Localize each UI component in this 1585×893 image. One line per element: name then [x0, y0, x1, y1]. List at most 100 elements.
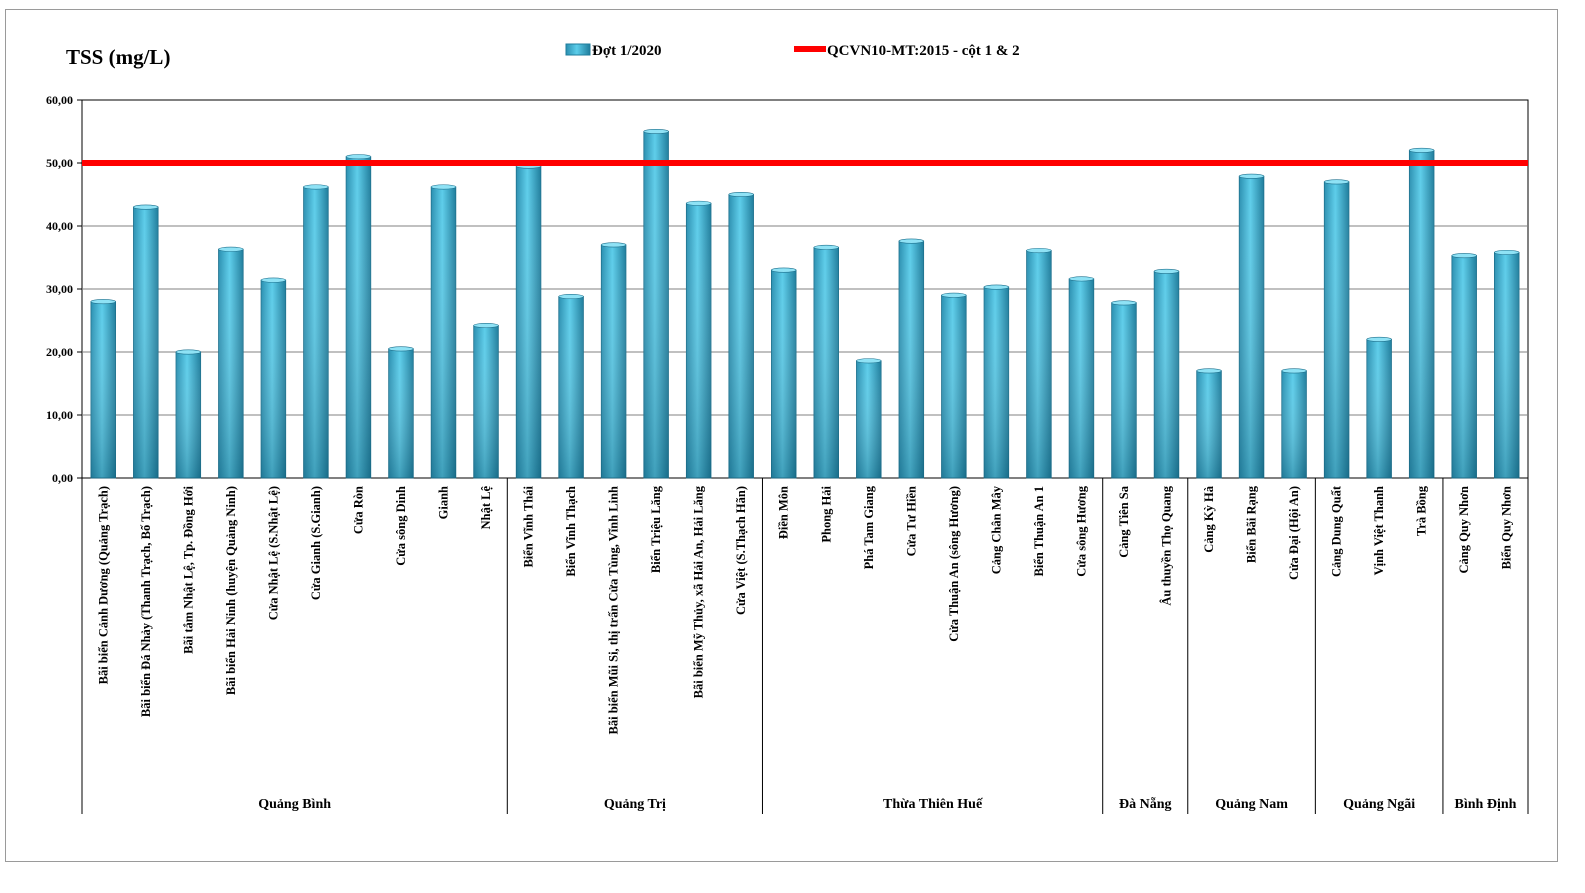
- group-label: Bình Định: [1455, 797, 1517, 812]
- bar: [1111, 300, 1137, 479]
- bar: [1281, 368, 1307, 479]
- legend-label-bar: Đợt 1/2020: [592, 43, 662, 59]
- bar-shade: [261, 280, 286, 478]
- bar: [1366, 336, 1392, 479]
- bar-shade: [941, 295, 967, 478]
- x-tick-label: Cửa Đại (Hội An): [1287, 486, 1301, 580]
- x-tick-label: Gianh: [437, 486, 451, 519]
- bar-shade: [558, 296, 584, 478]
- group-label: Quảng Trị: [604, 797, 666, 812]
- y-tick-label: 50,00: [46, 156, 73, 170]
- y-tick-label: 10,00: [46, 408, 73, 422]
- bar: [90, 299, 116, 479]
- bar-cap: [1281, 368, 1307, 374]
- x-tick-label: Bãi biển Cảnh Dương (Quảng Trạch): [96, 486, 110, 684]
- x-tick-label: Bãi biển Hải Ninh (huyện Quảng Ninh): [224, 486, 238, 695]
- bar-cap: [1153, 268, 1180, 274]
- x-tick-label: Nhật Lệ: [479, 486, 493, 530]
- bar: [218, 246, 244, 479]
- x-tick-label: Trà Bồng: [1415, 485, 1429, 536]
- group-label: Quảng Nam: [1215, 797, 1288, 812]
- x-tick-label: Cảng Tiên Sa: [1117, 485, 1131, 558]
- bar-shade: [856, 360, 882, 478]
- x-tick-label: Biển Vĩnh Thái: [522, 485, 536, 567]
- bar: [983, 284, 1010, 479]
- bar-shade: [1111, 302, 1137, 478]
- x-tick-label: Điền Môn: [777, 486, 791, 539]
- bar-shade: [984, 287, 1009, 478]
- bar-cap: [1026, 248, 1052, 254]
- x-tick-label: Âu thuyền Thọ Quang: [1160, 485, 1174, 605]
- bar: [941, 292, 967, 479]
- y-axis: 0,00 10,00 20,00 30,00 40,00 50,00 60,00: [46, 93, 82, 485]
- bar-shade: [898, 241, 924, 478]
- bar-shade: [686, 203, 712, 478]
- bar: [515, 163, 542, 479]
- bar: [345, 154, 372, 479]
- bar: [473, 323, 499, 479]
- group-labels: Quảng Bình Quảng Trị Thừa Thiên Huế Đà Nẵng…: [81, 478, 1529, 814]
- bar-cap: [218, 246, 244, 252]
- group-label: Quảng Ngãi: [1343, 797, 1415, 812]
- bar-shade: [643, 131, 669, 478]
- bar-cap: [983, 284, 1010, 290]
- bar-cap: [1409, 147, 1435, 153]
- x-tick-label: Biển Quy Nhơn: [1500, 486, 1514, 569]
- bar-cap: [771, 267, 797, 273]
- bar-shade: [1324, 181, 1349, 478]
- y-tick-label: 40,00: [46, 219, 73, 233]
- bar-cap: [473, 323, 499, 329]
- bar-shade: [1239, 176, 1264, 479]
- x-tick-label: Cảng Quy Nhơn: [1457, 486, 1471, 574]
- bar-cap: [1323, 179, 1350, 185]
- bar: [175, 349, 202, 479]
- bar-shade: [1366, 339, 1392, 478]
- bar-shade: [303, 186, 329, 478]
- bar-cap: [813, 244, 839, 250]
- bar-shade: [1451, 255, 1477, 478]
- bar-cap: [1366, 336, 1392, 342]
- bar-shade: [1494, 252, 1520, 478]
- bar: [133, 204, 159, 479]
- bar: [856, 358, 882, 479]
- bar: [813, 244, 839, 479]
- bar-cap: [686, 200, 712, 206]
- bar: [771, 267, 797, 479]
- group-label: Quảng Bình: [258, 797, 331, 812]
- bar-shade: [728, 194, 754, 478]
- bar-cap: [303, 184, 329, 190]
- bar-shade: [1154, 271, 1179, 478]
- x-tick-label: Bãi biển Mỹ Thủy, xã Hải An, Hải Lăng: [692, 485, 706, 698]
- bar-shade: [771, 270, 797, 478]
- bar-shade: [473, 325, 499, 478]
- x-tick-label: Cảng Chân Mây: [989, 485, 1003, 574]
- x-tick-label: Biển Triệu Lăng: [649, 485, 663, 573]
- bar-shade: [1069, 278, 1094, 478]
- x-tick-label: Biển Thuận An 1: [1032, 486, 1046, 576]
- bar: [643, 129, 669, 479]
- bar-cap: [728, 192, 754, 198]
- x-tick-label: Cảng Dung Quất: [1330, 485, 1344, 577]
- x-tick-label: Vịnh Việt Thanh: [1372, 486, 1386, 575]
- x-tick-label: Cửa Gianh (S.Gianh): [309, 486, 323, 600]
- bar-shade: [388, 348, 414, 478]
- bar-cap: [1494, 249, 1520, 255]
- x-tick-label: Biển Vĩnh Thạch: [564, 486, 578, 577]
- bar-shade: [1409, 150, 1435, 478]
- bar-cap: [600, 242, 627, 248]
- y-tick-label: 0,00: [52, 471, 73, 485]
- group-label: Đà Nẵng: [1119, 796, 1172, 812]
- bar: [898, 238, 925, 479]
- bar-cap: [941, 292, 967, 298]
- bar: [1494, 249, 1520, 479]
- x-tick-label: Cửa Thuận An (sông Hương): [947, 486, 961, 642]
- y-tick-label: 30,00: [46, 282, 73, 296]
- bar-shade: [431, 186, 456, 478]
- bar-cap: [1196, 368, 1222, 374]
- plot-area: [81, 99, 1529, 479]
- bar-shade: [813, 247, 839, 478]
- bar-cap: [1111, 300, 1137, 306]
- bar-cap: [133, 204, 159, 210]
- bar-cap: [1451, 253, 1477, 259]
- x-tick-label: Cửa Nhật Lệ (S.Nhật Lệ): [266, 486, 280, 620]
